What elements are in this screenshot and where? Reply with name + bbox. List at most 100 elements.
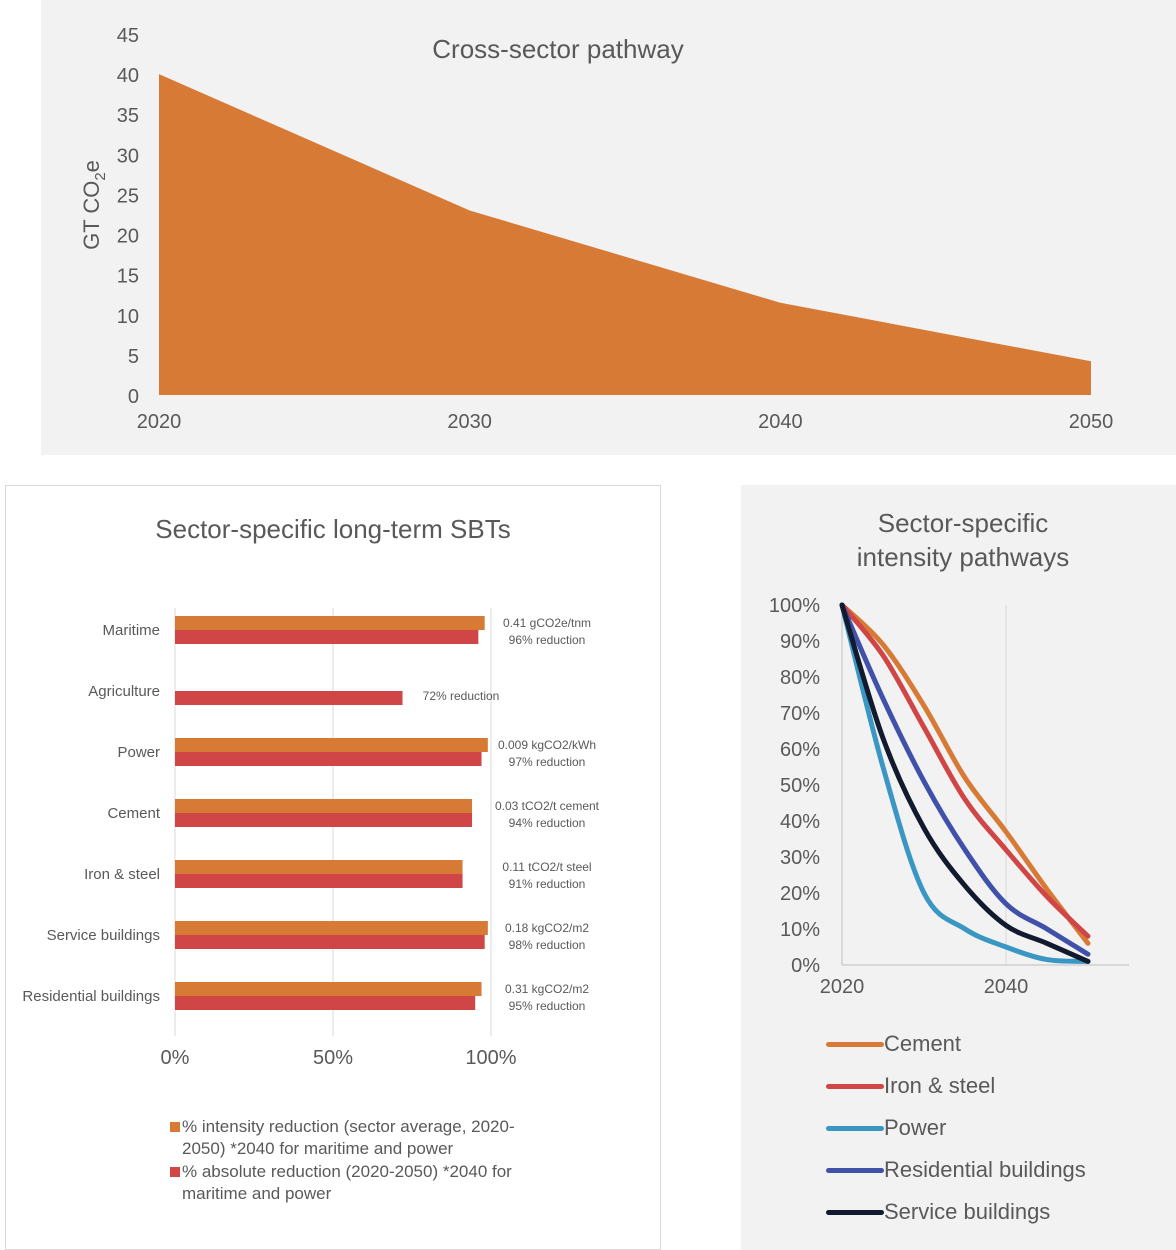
y-tick-label: 30%: [780, 847, 820, 869]
bar-intensity: [175, 616, 485, 630]
x-tick-label: 2050: [1069, 411, 1114, 433]
x-tick-label: 2030: [447, 411, 492, 433]
data-label: 0.41 gCO2e/tnm: [503, 616, 591, 630]
legend-swatch: [826, 1167, 884, 1173]
bar-absolute: [175, 996, 476, 1010]
intensity-chart-panel: Sector-specific intensity pathways 0% 10%…: [741, 485, 1176, 1250]
chart-title: Sector-specific long-term SBTs: [155, 514, 510, 544]
data-label: 0.18 kgCO2/m2: [505, 921, 589, 935]
y-tick-label: 60%: [780, 739, 820, 761]
category-label: Service buildings: [47, 927, 160, 944]
y-tick-label: 20%: [780, 883, 820, 905]
sbt-chart-panel: Sector-specific long-term SBTs 0% 50% 100%…: [5, 485, 661, 1250]
cross-sector-chart-panel: 0 5 10 15 20 25 30 35 40 45 2020 2030 2040 2050 Cross…: [41, 0, 1176, 455]
bar-intensity: [175, 921, 488, 935]
y-tick-label: 10%: [780, 919, 820, 941]
legend-swatch: [170, 1122, 180, 1132]
legend-label: % absolute reduction (2020-2050) *2040 f…: [182, 1162, 512, 1203]
svg-text:GT CO2e: GT CO2e: [79, 160, 109, 250]
data-label: 97% reduction: [509, 755, 586, 769]
legend-swatch: [826, 1125, 884, 1131]
x-tick-label: 0%: [161, 1047, 190, 1069]
intensity-chart: Sector-specific intensity pathways 0% 10%…: [769, 508, 1129, 998]
bar-absolute: [175, 752, 482, 766]
data-label: 95% reduction: [509, 999, 586, 1013]
category-label: Power: [117, 744, 160, 761]
line-series: [839, 602, 1091, 964]
data-label: 0.11 tCO2/t steel: [502, 860, 591, 874]
chart-title: Cross-sector pathway: [432, 34, 683, 64]
y-tick-label: 0%: [791, 955, 820, 977]
y-tick-label: 100%: [769, 595, 820, 617]
x-tick-label: 100%: [465, 1047, 516, 1069]
legend-item: Residential buildings: [826, 1157, 1086, 1183]
x-tick-label: 2040: [758, 411, 803, 433]
y-tick-label: 25: [117, 185, 139, 207]
legend-label: Iron & steel: [884, 1073, 996, 1098]
category-label: Residential buildings: [22, 988, 160, 1005]
line-series: [839, 602, 1091, 946]
y-tick-label: 45: [117, 25, 139, 47]
legend-swatch: [170, 1167, 180, 1177]
legend-item: Service buildings: [826, 1199, 1050, 1225]
data-label: 91% reduction: [509, 877, 586, 891]
y-axis-label: GT CO2e: [79, 160, 109, 250]
bar-absolute: [175, 630, 479, 644]
bar-absolute: [175, 813, 473, 827]
chart-subtitle: intensity pathways: [857, 542, 1069, 572]
bar-intensity: [175, 799, 473, 813]
data-label: 0.03 tCO2/t cement: [495, 799, 600, 813]
y-tick-label: 40%: [780, 811, 820, 833]
y-tick-label: 0: [128, 386, 139, 408]
legend-item-absolute: % absolute reduction (2020-2050) *2040 f…: [170, 1161, 570, 1205]
y-tick-label: 35: [117, 105, 139, 127]
y-tick-label: 30: [117, 145, 139, 167]
category-label: Cement: [107, 805, 160, 822]
data-label: 0.31 kgCO2/m2: [505, 982, 589, 996]
area-series: [159, 74, 1091, 395]
y-tick-label: 20: [117, 226, 139, 248]
line-series: [839, 602, 1091, 957]
category-label: Iron & steel: [84, 866, 160, 883]
line-series: [839, 602, 1091, 939]
y-tick-label: 70%: [780, 703, 820, 725]
legend-item: Iron & steel: [826, 1073, 995, 1099]
bar-intensity: [175, 860, 463, 874]
legend-label: Service buildings: [884, 1199, 1051, 1224]
line-series: [839, 602, 1091, 964]
y-tick-label: 40: [117, 65, 139, 87]
legend-label: Residential buildings: [884, 1157, 1086, 1182]
y-tick-label: 80%: [780, 667, 820, 689]
legend-swatch: [826, 1209, 884, 1215]
legend-item: Power: [826, 1115, 946, 1141]
x-tick-label: 50%: [313, 1047, 353, 1069]
x-tick-label: 2040: [984, 976, 1029, 998]
data-label: 96% reduction: [509, 633, 586, 647]
y-tick-label: 15: [117, 266, 139, 288]
legend-label: Power: [884, 1115, 947, 1140]
cross-sector-chart: 0 5 10 15 20 25 30 35 40 45 2020 2030 2040 2050 Cross…: [79, 25, 1114, 433]
sbt-chart: Sector-specific long-term SBTs 0% 50% 100%…: [22, 514, 600, 1069]
bar-absolute: [175, 874, 463, 888]
legend-label: % intensity reduction (sector average, 2…: [182, 1117, 515, 1158]
y-tick-label: 10: [117, 306, 139, 328]
legend-item-intensity: % intensity reduction (sector average, 2…: [170, 1116, 570, 1160]
bar-intensity: [175, 982, 482, 996]
legend-swatch: [826, 1041, 884, 1047]
data-label: 98% reduction: [509, 938, 586, 952]
category-label: Agriculture: [88, 683, 160, 700]
legend-item: Cement: [826, 1031, 961, 1057]
legend-label: Cement: [884, 1031, 962, 1056]
bar-absolute: [175, 935, 485, 949]
bar-intensity: [175, 738, 488, 752]
x-tick-label: 2020: [137, 411, 182, 433]
data-label: 72% reduction: [423, 689, 500, 703]
bar-absolute: [175, 691, 403, 705]
x-tick-label: 2020: [820, 976, 865, 998]
data-label: 0.009 kgCO2/kWh: [498, 738, 596, 752]
y-tick-label: 90%: [780, 631, 820, 653]
legend-swatch: [826, 1083, 884, 1089]
category-label: Maritime: [102, 622, 160, 639]
y-tick-label: 5: [128, 346, 139, 368]
y-tick-label: 50%: [780, 775, 820, 797]
